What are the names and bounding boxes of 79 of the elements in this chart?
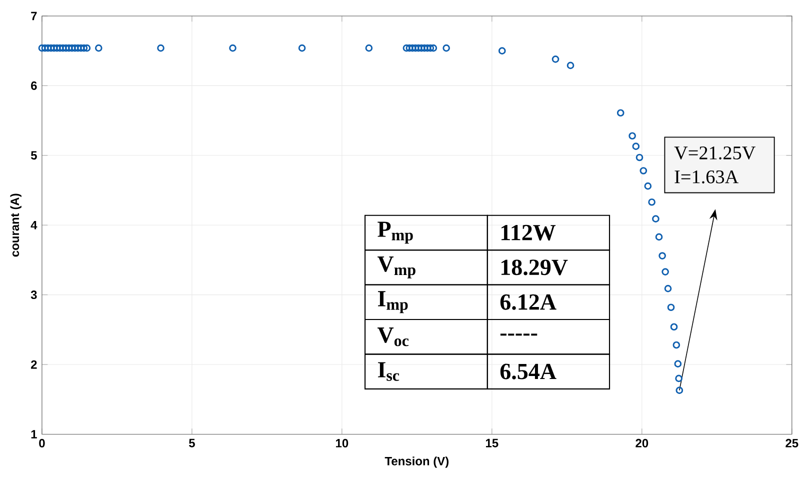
point (74, 44, 82, 52)
point (53, 44, 61, 52)
point (655, 234, 663, 241)
annotation: I$_{sc}$ (378, 362, 400, 382)
point (644, 182, 652, 190)
point (56, 44, 64, 52)
point (616, 109, 624, 117)
point (664, 285, 672, 292)
point (662, 268, 669, 276)
point (676, 386, 684, 394)
point (47, 44, 55, 52)
point (414, 44, 422, 52)
x-axis-title: Tension (V) (384, 456, 449, 468)
point (71, 44, 79, 52)
annotation: P$_{mp}$ (378, 222, 413, 244)
point (430, 44, 438, 52)
point (672, 342, 680, 349)
y-tick-label: 1 (31, 430, 37, 439)
point (41, 44, 49, 52)
point (424, 44, 432, 52)
annotation: 6.12A (500, 294, 556, 310)
point (406, 44, 414, 52)
point (674, 360, 682, 368)
point (229, 44, 236, 52)
point (83, 44, 91, 52)
point (498, 47, 506, 55)
point (77, 44, 85, 52)
point (365, 44, 373, 52)
point (420, 44, 428, 52)
point (566, 62, 574, 70)
x-tick-label: 25 (786, 439, 798, 448)
point (402, 44, 410, 52)
x-tick-label: 10 (336, 439, 348, 448)
x-tick-label: 20 (636, 439, 648, 448)
point (38, 44, 46, 52)
point (670, 323, 678, 331)
point (675, 375, 682, 382)
point (412, 44, 420, 52)
y-axis-title: courant (A) (10, 194, 22, 257)
point (652, 215, 660, 223)
annotation: 112W (501, 225, 556, 241)
y-tick-label: 3 (30, 290, 37, 300)
point (94, 44, 102, 52)
point (44, 44, 52, 52)
annotation: I$_{mp}$ (378, 291, 408, 314)
point (68, 44, 76, 52)
y-tick-label: 6 (31, 82, 37, 90)
point (552, 56, 560, 64)
point (658, 252, 666, 260)
point (628, 132, 636, 140)
y-tick-label: 4 (30, 221, 38, 230)
y-tick-label: 7 (31, 12, 37, 20)
point (157, 44, 164, 52)
x-tick-label: 5 (188, 439, 195, 448)
point (50, 44, 58, 52)
point (62, 44, 70, 52)
point (418, 44, 426, 52)
point (648, 198, 656, 206)
y-tick-label: 2 (31, 360, 37, 369)
point (632, 142, 640, 150)
point (65, 44, 73, 52)
annotation: 18.29V (501, 260, 568, 276)
x-tick-label: 0 (39, 439, 45, 448)
point (640, 167, 648, 175)
annotation: ----- (500, 334, 538, 336)
point (426, 44, 434, 52)
point (80, 44, 88, 52)
annotation: V$_{oc}$ (377, 328, 409, 346)
point (59, 44, 67, 52)
point (442, 44, 450, 52)
annotation: V$_{mp}$ (377, 256, 416, 279)
annotation: 6.54A (500, 364, 556, 380)
point (636, 154, 644, 162)
point (667, 304, 675, 312)
point (298, 44, 306, 52)
x-tick-label: 15 (486, 439, 498, 448)
annotation: V=21.25V I=1.63A (674, 146, 756, 184)
y-tick-label: 5 (30, 151, 37, 160)
point (408, 44, 416, 52)
